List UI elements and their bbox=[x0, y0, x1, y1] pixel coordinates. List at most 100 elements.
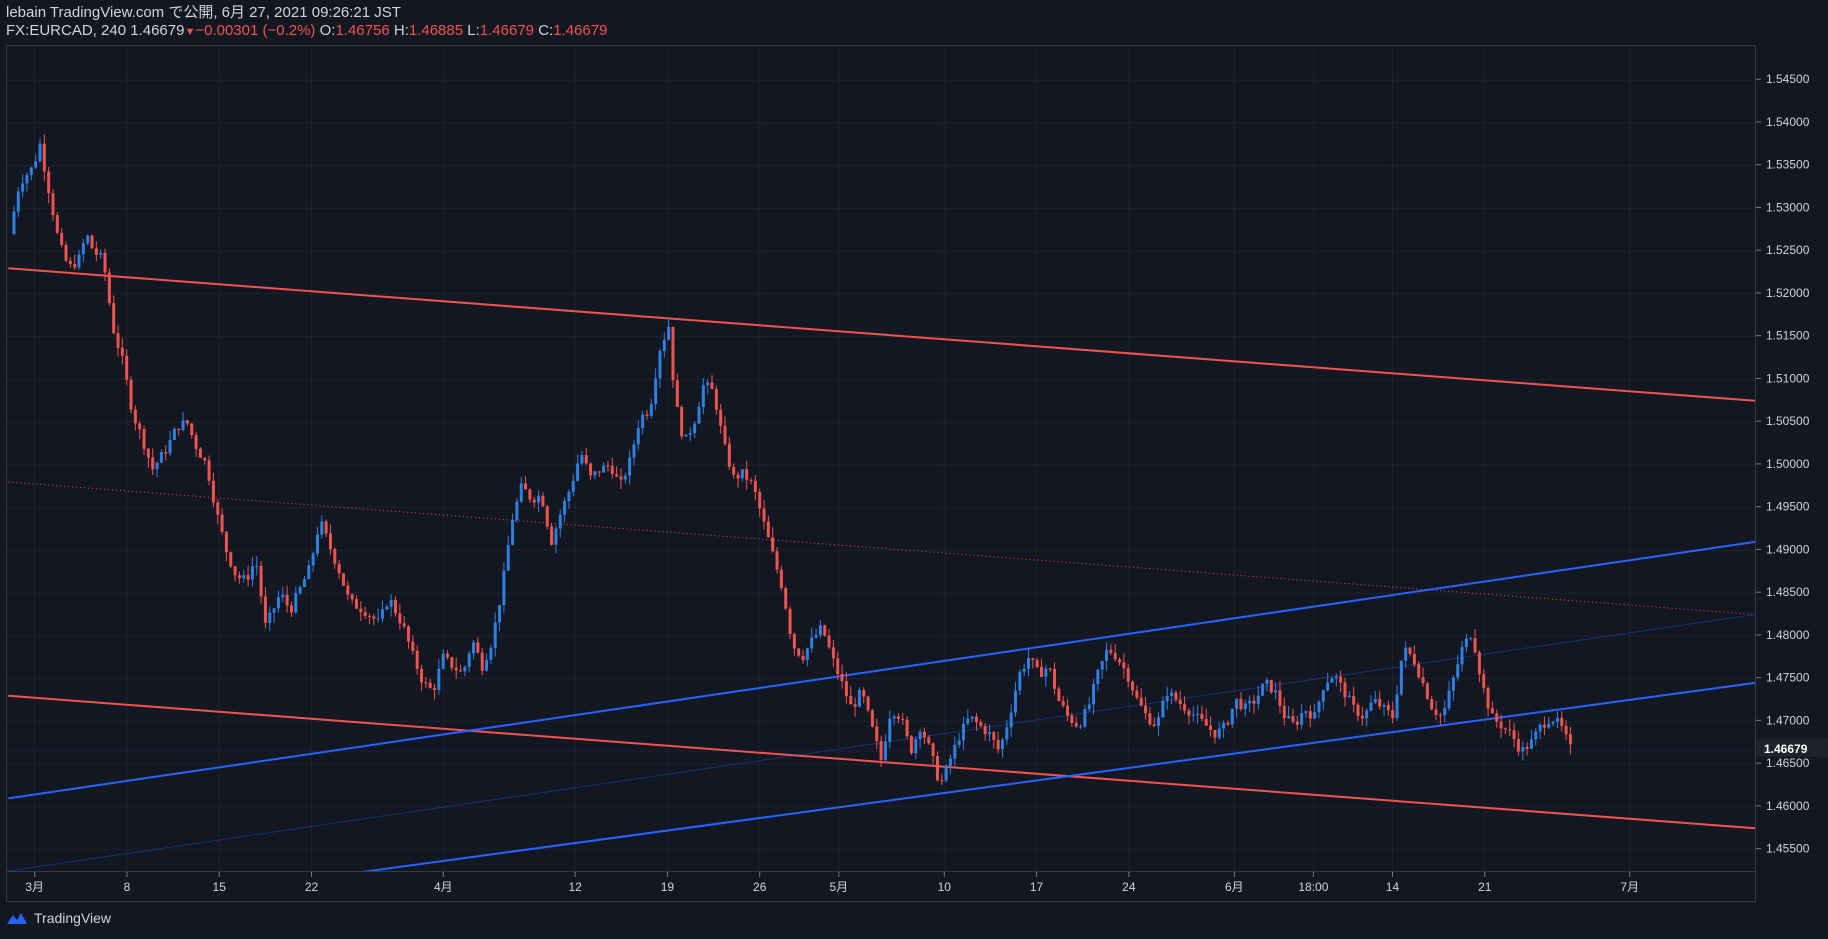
candle-up bbox=[953, 744, 957, 759]
candle-down bbox=[1438, 714, 1442, 716]
last-price: 1.46679 bbox=[130, 22, 185, 39]
candle-up bbox=[389, 600, 393, 607]
high-label: H: bbox=[393, 22, 409, 39]
candle-down bbox=[610, 465, 614, 475]
candle-up bbox=[272, 608, 276, 613]
publish-info: lebain TradingView.com で公開, 6月 27, 2021 … bbox=[6, 4, 401, 21]
candle-down bbox=[1391, 710, 1395, 719]
candle-down bbox=[424, 682, 428, 684]
candle-up bbox=[1369, 702, 1373, 711]
candle-up bbox=[472, 642, 476, 654]
price-tick-label: 1.51000 bbox=[1766, 371, 1810, 385]
candle-up bbox=[498, 605, 502, 623]
candle-down bbox=[532, 499, 536, 503]
candle-up bbox=[1538, 724, 1542, 732]
price-tick-label: 1.45500 bbox=[1766, 842, 1810, 856]
candle-up bbox=[1009, 712, 1013, 728]
price-tick-label: 1.49500 bbox=[1766, 500, 1810, 514]
candle-up bbox=[810, 637, 814, 649]
candle-down bbox=[645, 414, 649, 416]
candle-down bbox=[60, 232, 64, 245]
candle-up bbox=[554, 528, 558, 545]
time-tick-label: 26 bbox=[753, 880, 767, 894]
candle-down bbox=[736, 474, 740, 479]
candle-down bbox=[1421, 677, 1425, 684]
candle-down bbox=[1512, 729, 1516, 740]
candle-down bbox=[784, 588, 788, 609]
candle-down bbox=[597, 471, 601, 473]
candle-down bbox=[1430, 699, 1434, 710]
low-value: 1.46679 bbox=[479, 22, 535, 39]
time-axis[interactable]: 3月 8 15 22 4月 12 19 26 5月 10 17 24 6月 18:00 14 21 7月 bbox=[6, 872, 1756, 902]
candle-down bbox=[1412, 653, 1416, 665]
candle-down bbox=[354, 599, 358, 609]
candle-up bbox=[276, 597, 280, 609]
candle-down bbox=[1278, 690, 1282, 706]
candle-down bbox=[1560, 717, 1564, 726]
candle-up bbox=[1460, 646, 1464, 665]
candle-up bbox=[1304, 711, 1308, 714]
candle-up bbox=[281, 594, 285, 598]
candle-down bbox=[246, 575, 250, 580]
candle-down bbox=[671, 326, 675, 381]
candle-down bbox=[801, 655, 805, 661]
candle-down bbox=[584, 455, 588, 464]
chart-pane[interactable] bbox=[6, 45, 1756, 877]
symbol-label[interactable]: FX:EURCAD, 240 bbox=[6, 22, 127, 39]
trendline-lower-support bbox=[8, 694, 1756, 830]
time-tick-label: 22 bbox=[305, 880, 319, 894]
candle-down bbox=[1066, 705, 1070, 716]
candle-up bbox=[805, 648, 809, 661]
candle-up bbox=[320, 521, 324, 535]
candle-down bbox=[129, 379, 133, 410]
price-tick-label: 1.50500 bbox=[1766, 414, 1810, 428]
candle-down bbox=[1339, 676, 1343, 683]
candle-down bbox=[203, 457, 207, 461]
price-axis-svg[interactable]: 1.54500 1.54000 1.53500 1.53000 1.52500 1.520… bbox=[1756, 45, 1828, 872]
candle-down bbox=[1135, 690, 1139, 698]
candle-down bbox=[775, 551, 779, 570]
candle-up bbox=[537, 495, 541, 503]
candle-up bbox=[463, 666, 467, 672]
high-value: 1.46885 bbox=[408, 22, 464, 39]
candle-down bbox=[1074, 722, 1078, 727]
candle-down bbox=[454, 667, 458, 671]
candle-down bbox=[346, 585, 350, 595]
candle-up bbox=[740, 469, 744, 479]
candle-down bbox=[766, 521, 770, 538]
candle-down bbox=[459, 670, 463, 672]
candle-down bbox=[112, 303, 116, 334]
candle-down bbox=[1568, 734, 1572, 745]
candle-down bbox=[1386, 704, 1390, 711]
brand-label: TradingView bbox=[34, 910, 112, 926]
candle-down bbox=[1226, 722, 1230, 725]
close-value: 1.46679 bbox=[553, 22, 608, 39]
candle-up bbox=[1404, 647, 1408, 661]
candle-up bbox=[1087, 704, 1091, 710]
candle-up bbox=[1013, 690, 1017, 713]
price-tick-label: 1.47000 bbox=[1766, 713, 1810, 727]
candle-down bbox=[844, 681, 848, 697]
candle-up bbox=[16, 191, 20, 212]
price-tick-label: 1.54000 bbox=[1766, 115, 1810, 129]
candle-down bbox=[229, 552, 233, 567]
price-tick-label: 1.46500 bbox=[1766, 756, 1810, 770]
candle-down bbox=[120, 347, 124, 356]
candle-up bbox=[961, 723, 965, 741]
candle-down bbox=[1343, 682, 1347, 698]
price-axis[interactable]: 1.54500 1.54000 1.53500 1.53000 1.52500 1.520… bbox=[1756, 45, 1828, 872]
candle-up bbox=[684, 434, 688, 437]
candle-down bbox=[103, 252, 107, 273]
candle-down bbox=[792, 633, 796, 649]
candle-up bbox=[693, 423, 697, 434]
candle-down bbox=[727, 443, 731, 467]
candle-down bbox=[411, 641, 415, 651]
candle-up bbox=[307, 565, 311, 580]
price-chart[interactable] bbox=[7, 46, 1756, 877]
candle-up bbox=[1079, 726, 1083, 728]
time-axis-svg[interactable]: 3月 8 15 22 4月 12 19 26 5月 10 17 24 6月 18:00 14 21 7月 bbox=[7, 872, 1755, 901]
trendlines[interactable] bbox=[8, 267, 1756, 877]
candle-up bbox=[467, 653, 471, 667]
candle-down bbox=[337, 563, 341, 574]
candle-up bbox=[1100, 661, 1104, 670]
